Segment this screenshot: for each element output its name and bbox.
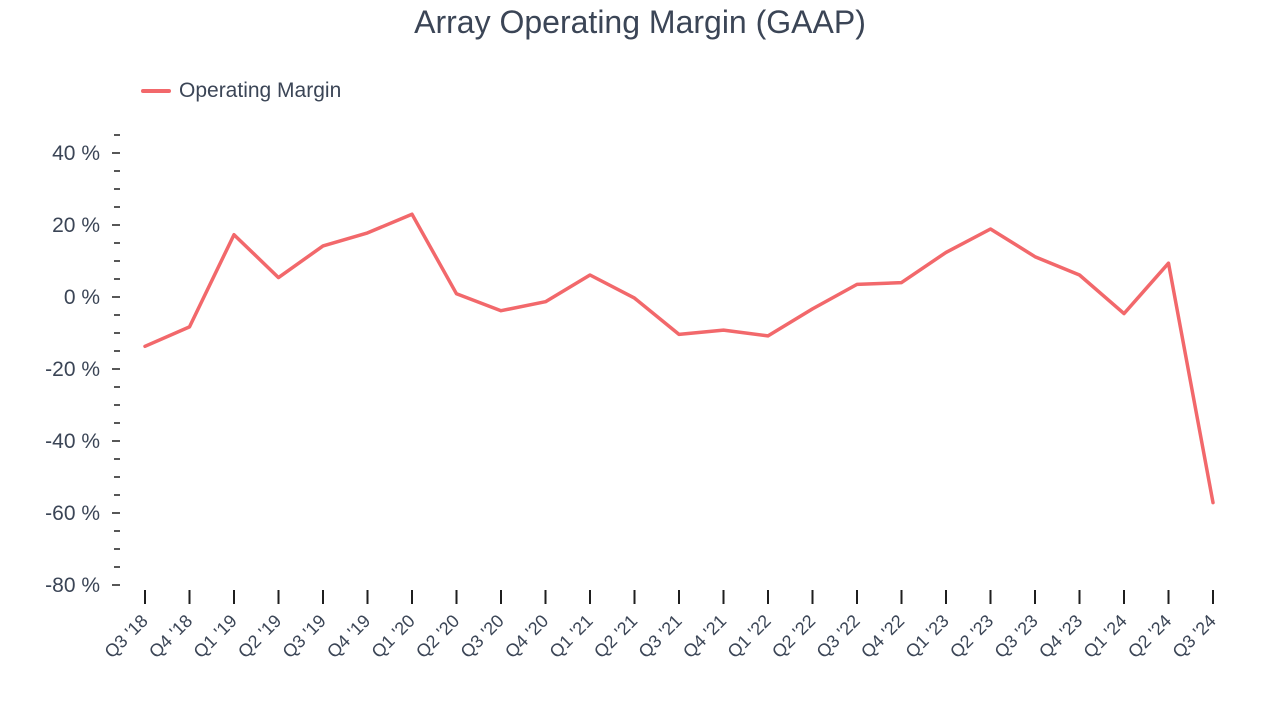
data-point	[545, 301, 546, 303]
operating-margin-line	[143, 212, 1215, 505]
x-tick-label: Q2 '24	[1124, 611, 1175, 662]
data-point	[634, 297, 635, 299]
chart-title: Array Operating Margin (GAAP)	[414, 4, 866, 40]
data-point	[189, 326, 190, 328]
y-tick-label: -20 %	[45, 358, 100, 381]
data-point	[1212, 502, 1214, 504]
x-tick-label: Q4 '18	[145, 611, 196, 662]
data-point	[367, 232, 368, 234]
legend-swatch	[141, 89, 171, 93]
x-tick-label: Q1 '24	[1080, 611, 1131, 662]
x-tick-label: Q4 '19	[323, 611, 374, 662]
data-point	[322, 245, 324, 247]
data-point	[411, 213, 413, 215]
data-point	[1168, 262, 1169, 264]
x-tick-label: Q3 '24	[1169, 611, 1220, 662]
x-tick-label: Q4 '23	[1035, 611, 1086, 662]
y-tick-label: 20 %	[52, 214, 100, 237]
data-point	[500, 310, 502, 312]
x-tick-label: Q3 '18	[101, 611, 152, 662]
x-tick-label: Q2 '20	[412, 611, 463, 662]
x-tick-label: Q1 '22	[724, 611, 775, 662]
data-point	[901, 282, 902, 284]
data-point	[1079, 274, 1080, 276]
data-point	[856, 283, 858, 285]
x-tick-label: Q3 '19	[279, 611, 330, 662]
data-point	[278, 277, 279, 279]
y-tick-label: 40 %	[52, 142, 100, 165]
data-point	[723, 329, 724, 331]
x-tick-label: Q1 '21	[546, 611, 597, 662]
y-tick-label: 0 %	[64, 286, 100, 309]
x-tick-label: Q2 '22	[768, 611, 819, 662]
y-tick-label: -80 %	[45, 574, 100, 597]
data-point	[144, 345, 146, 347]
y-tick-label: -60 %	[45, 502, 100, 525]
data-point	[767, 335, 769, 337]
x-tick-label: Q3 '21	[635, 611, 686, 662]
x-tick-label: Q4 '21	[679, 611, 730, 662]
legend: Operating Margin	[141, 79, 341, 103]
data-point	[945, 251, 947, 253]
data-point	[1123, 313, 1125, 315]
y-axis: 40 % 20 % 0 % -20 % -40 % -60 % -80 %	[45, 134, 120, 597]
x-tick-label: Q4 '22	[857, 611, 908, 662]
x-tick-label: Q1 '19	[190, 611, 241, 662]
x-tick-label: Q1 '20	[368, 611, 419, 662]
x-tick-label: Q3 '20	[457, 611, 508, 662]
data-point	[1034, 256, 1036, 258]
data-point	[589, 274, 591, 276]
legend-label: Operating Margin	[179, 79, 342, 102]
x-tick-label: Q3 '23	[991, 611, 1042, 662]
x-tick-label: Q2 '19	[234, 611, 285, 662]
y-tick-label: -40 %	[45, 430, 100, 453]
x-tick-label: Q2 '23	[946, 611, 997, 662]
data-point	[456, 293, 457, 295]
data-point	[678, 333, 680, 335]
x-tick-label: Q4 '20	[501, 611, 552, 662]
series-layer	[143, 212, 1215, 505]
data-point	[233, 234, 235, 236]
x-tick-label: Q2 '21	[590, 611, 641, 662]
x-tick-label: Q3 '22	[813, 611, 864, 662]
x-tick-label: Q1 '23	[902, 611, 953, 662]
data-point	[990, 228, 991, 230]
data-point	[812, 308, 813, 310]
